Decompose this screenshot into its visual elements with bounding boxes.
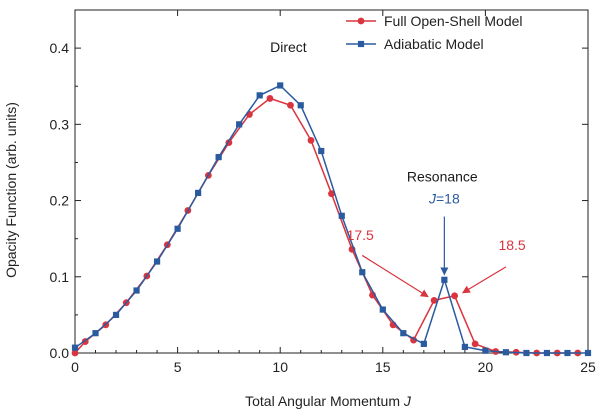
data-point <box>133 287 140 294</box>
annotation-j18-value: =18 <box>436 191 460 207</box>
data-point <box>482 347 489 354</box>
data-point <box>400 330 407 337</box>
data-point <box>338 212 345 219</box>
data-point <box>92 330 99 337</box>
data-point <box>287 101 294 109</box>
legend-item: Full Open-Shell Model <box>346 13 523 29</box>
data-point <box>420 340 427 347</box>
annotation-17-5: 17.5 <box>347 227 374 243</box>
x-axis-label-text: Total Angular Momentum <box>245 393 400 409</box>
x-tick-label: 5 <box>174 359 182 375</box>
data-point <box>451 292 459 300</box>
x-tick-label: 0 <box>71 359 79 375</box>
annotation-j18: J=18 <box>428 191 460 207</box>
x-tick-label: 15 <box>375 359 391 375</box>
annotation-direct: Direct <box>270 39 307 55</box>
data-point <box>266 95 274 102</box>
x-axis-label-symbol: J <box>403 393 412 409</box>
x-axis-label: Total Angular Momentum J <box>245 393 412 409</box>
data-point <box>195 189 202 197</box>
series-line <box>74 97 578 354</box>
data-point <box>215 154 222 161</box>
plot-frame <box>74 9 589 354</box>
data-point <box>379 306 386 313</box>
y-tick-label: 0.0 <box>50 345 70 361</box>
data-point <box>461 343 468 351</box>
arrow-18-5 <box>461 266 507 294</box>
data-point <box>297 102 304 109</box>
data-point <box>441 276 448 283</box>
data-point <box>523 349 530 357</box>
data-point <box>112 311 120 318</box>
data-point <box>307 136 315 144</box>
data-series <box>71 82 592 357</box>
data-point <box>71 349 79 357</box>
series-full-open-shell <box>71 95 582 357</box>
x-tick-label: 10 <box>272 359 288 375</box>
data-point <box>543 349 551 357</box>
data-point <box>236 121 243 128</box>
data-point <box>328 190 335 198</box>
series-adiabatic <box>71 82 592 357</box>
data-point <box>153 258 161 265</box>
data-point <box>564 349 571 357</box>
x-tick-label: 20 <box>478 359 494 375</box>
legend-marker <box>357 40 365 48</box>
annotation-j18-symbol: J <box>428 191 437 207</box>
axes: 0 5 10 15 20 25 0.0 0.1 0.2 0.3 0.4 <box>50 9 596 375</box>
legend-label: Full Open-Shell Model <box>384 13 523 29</box>
data-point <box>318 147 325 155</box>
annotation-resonance: Resonance <box>407 169 478 185</box>
y-tick-label: 0.2 <box>50 193 70 209</box>
annotations: Direct Resonance J=18 17.5 18.5 <box>270 39 526 298</box>
series-line <box>74 84 588 354</box>
legend: Full Open-Shell Model Adiabatic Model <box>346 13 523 52</box>
data-point <box>71 344 79 351</box>
data-point <box>174 225 181 232</box>
data-point <box>359 269 366 276</box>
arrow-17-5 <box>361 254 429 298</box>
y-axis-label: Opacity Function (arb. units) <box>3 102 19 278</box>
data-point <box>430 297 438 304</box>
y-tick-label: 0.1 <box>50 269 70 285</box>
data-point <box>502 349 510 356</box>
x-tick-label: 25 <box>580 359 596 375</box>
data-point <box>277 82 284 89</box>
legend-item: Adiabatic Model <box>346 36 484 52</box>
data-point <box>584 349 592 357</box>
legend-label: Adiabatic Model <box>384 36 484 52</box>
y-tick-label: 0.3 <box>50 116 70 132</box>
data-point <box>471 340 479 348</box>
legend-marker <box>357 17 365 25</box>
annotation-18-5: 18.5 <box>498 237 525 253</box>
y-tick-label: 0.4 <box>50 40 70 56</box>
data-point <box>256 92 263 99</box>
